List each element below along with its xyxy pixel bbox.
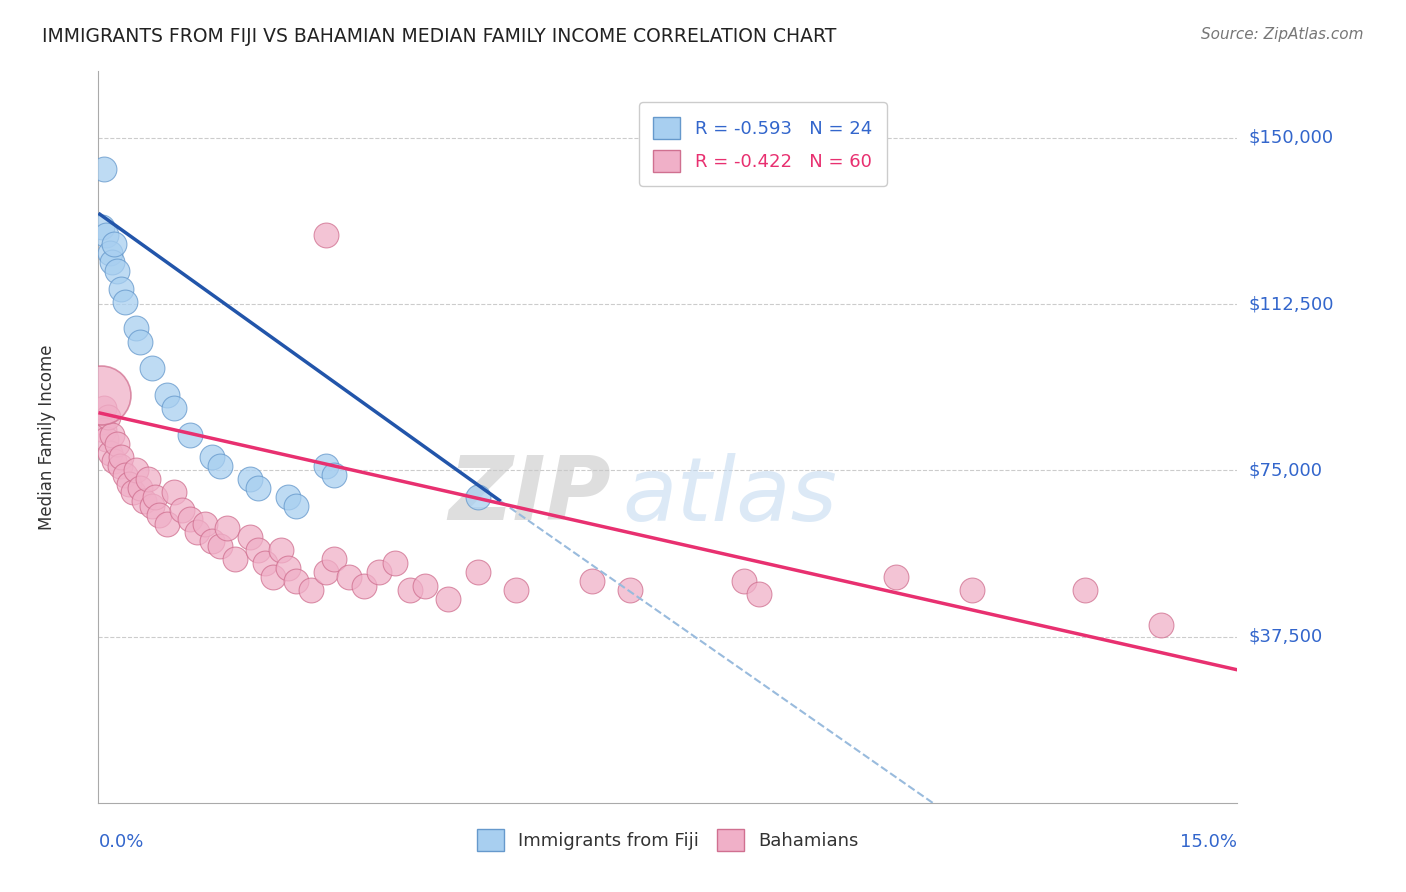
Point <box>118 476 141 491</box>
Point <box>156 388 179 402</box>
Point <box>93 424 115 438</box>
Point <box>1150 618 1173 632</box>
Point <box>315 566 337 580</box>
Point <box>103 454 125 468</box>
Point <box>98 445 121 459</box>
Point <box>270 543 292 558</box>
Point <box>239 472 262 486</box>
Point <box>384 557 406 571</box>
Point <box>254 557 277 571</box>
Text: $112,500: $112,500 <box>1249 295 1334 313</box>
Point <box>110 282 132 296</box>
Point <box>201 450 224 464</box>
Point <box>239 530 262 544</box>
Text: Median Family Income: Median Family Income <box>38 344 56 530</box>
Point <box>246 543 269 558</box>
Point <box>217 521 239 535</box>
Point <box>398 582 420 597</box>
Point <box>413 578 436 592</box>
Text: $75,000: $75,000 <box>1249 461 1323 479</box>
Point <box>93 401 115 416</box>
Text: 15.0%: 15.0% <box>1180 833 1237 851</box>
Text: Source: ZipAtlas.com: Source: ZipAtlas.com <box>1201 27 1364 42</box>
Text: $150,000: $150,000 <box>1249 128 1333 147</box>
Point <box>148 508 170 522</box>
Point <box>284 574 307 589</box>
Point <box>208 539 231 553</box>
Point <box>299 582 322 597</box>
Point <box>107 436 129 450</box>
Point <box>322 467 344 482</box>
Point <box>108 458 131 473</box>
Point <box>98 246 121 260</box>
Point <box>277 490 299 504</box>
Point <box>91 415 114 429</box>
Point <box>103 237 125 252</box>
Point <box>1074 582 1097 597</box>
Point <box>156 516 179 531</box>
Point <box>224 552 246 566</box>
Point <box>748 587 770 601</box>
Text: atlas: atlas <box>623 452 837 539</box>
Point <box>94 228 117 243</box>
Point <box>110 450 132 464</box>
Point <box>114 294 136 309</box>
Point <box>170 503 193 517</box>
Point <box>136 472 159 486</box>
Point <box>132 494 155 508</box>
Point <box>129 334 152 349</box>
Point <box>129 481 152 495</box>
Text: $37,500: $37,500 <box>1249 628 1323 646</box>
Point <box>141 499 163 513</box>
Text: IMMIGRANTS FROM FIJI VS BAHAMIAN MEDIAN FAMILY INCOME CORRELATION CHART: IMMIGRANTS FROM FIJI VS BAHAMIAN MEDIAN … <box>42 27 837 45</box>
Point <box>208 458 231 473</box>
Point <box>246 481 269 495</box>
Point <box>262 570 284 584</box>
Point <box>145 490 167 504</box>
Point <box>179 512 201 526</box>
Point <box>101 255 124 269</box>
Point <box>284 499 307 513</box>
Point <box>201 534 224 549</box>
Point <box>101 428 124 442</box>
Point <box>107 264 129 278</box>
Point <box>94 432 117 446</box>
Point <box>186 525 208 540</box>
Point <box>619 582 641 597</box>
Point <box>91 219 114 234</box>
Point <box>315 228 337 243</box>
Point <box>337 570 360 584</box>
Text: ZIP: ZIP <box>449 452 612 539</box>
Point <box>179 428 201 442</box>
Point <box>125 463 148 477</box>
Point <box>93 161 115 176</box>
Point <box>141 361 163 376</box>
Point <box>163 485 186 500</box>
Point <box>467 490 489 504</box>
Point <box>96 410 118 425</box>
Point <box>90 388 112 402</box>
Legend: Immigrants from Fiji, Bahamians: Immigrants from Fiji, Bahamians <box>468 820 868 860</box>
Point <box>353 578 375 592</box>
Point <box>114 467 136 482</box>
Text: 0.0%: 0.0% <box>98 833 143 851</box>
Point <box>368 566 391 580</box>
Point <box>436 591 458 606</box>
Point <box>581 574 603 589</box>
Point <box>194 516 217 531</box>
Point <box>315 458 337 473</box>
Point <box>121 485 143 500</box>
Point <box>505 582 527 597</box>
Point <box>960 582 983 597</box>
Point <box>125 321 148 335</box>
Point <box>163 401 186 416</box>
Point <box>467 566 489 580</box>
Point <box>277 561 299 575</box>
Point <box>322 552 344 566</box>
Point <box>884 570 907 584</box>
Point <box>733 574 755 589</box>
